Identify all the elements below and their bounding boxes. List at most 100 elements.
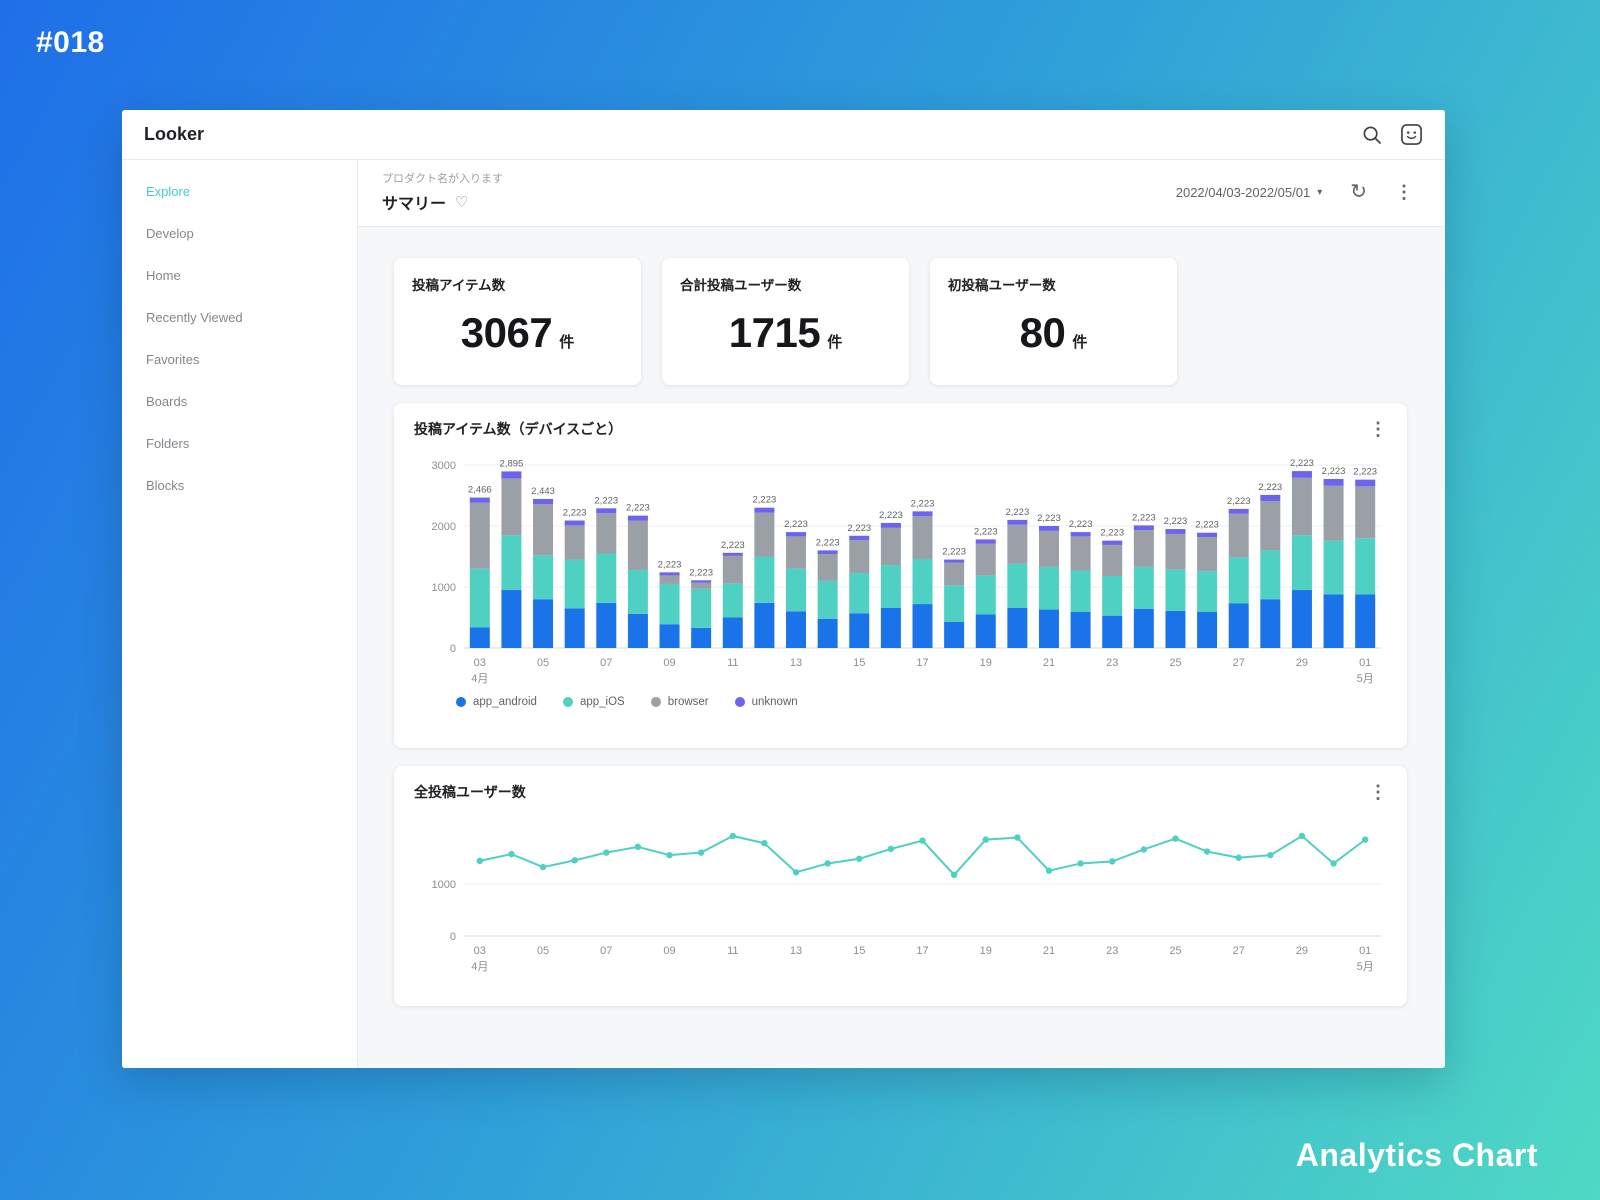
smiley-icon[interactable] [1400, 123, 1423, 146]
svg-text:4月: 4月 [471, 673, 488, 685]
svg-text:09: 09 [663, 657, 675, 669]
svg-text:25: 25 [1169, 945, 1181, 957]
legend-item[interactable]: browser [650, 696, 709, 708]
kpi-row: 投稿アイテム数 3067 件 合計投稿ユーザー数 1715 件 [394, 258, 1407, 385]
svg-text:2,223: 2,223 [1037, 513, 1061, 524]
dashboard-title-block: プロダクト名が入ります サマリー ♡ [382, 170, 503, 214]
legend-label: browser [667, 696, 709, 708]
svg-text:27: 27 [1233, 657, 1245, 669]
svg-text:2,223: 2,223 [689, 567, 713, 578]
svg-text:03: 03 [474, 657, 486, 669]
svg-text:2,895: 2,895 [500, 458, 524, 469]
svg-text:2,223: 2,223 [911, 498, 935, 509]
svg-text:2,223: 2,223 [816, 537, 840, 548]
bar-chart-legend: app_android app_iOS browser unknown [456, 696, 1387, 708]
svg-text:19: 19 [980, 945, 992, 957]
bar-chart-card: 投稿アイテム数（デバイスごと） ⋮ 0 1000 2000 3000 2,466 2,89… [394, 403, 1407, 748]
svg-text:13: 13 [790, 657, 802, 669]
kpi-value: 3067 [460, 309, 553, 356]
svg-text:2,223: 2,223 [721, 540, 745, 551]
svg-text:05: 05 [537, 945, 549, 957]
kpi-unit: 件 [559, 334, 575, 351]
kpi-value: 1715 [728, 309, 821, 356]
legend-label: app_iOS [579, 696, 625, 708]
svg-text:29: 29 [1296, 945, 1308, 957]
legend-item[interactable]: app_iOS [562, 696, 625, 708]
svg-text:2,223: 2,223 [626, 503, 650, 514]
favorite-heart-icon[interactable]: ♡ [455, 194, 469, 211]
svg-text:2,223: 2,223 [974, 526, 998, 537]
svg-text:17: 17 [916, 945, 928, 957]
app-window: Looker Explore Develop Home Recently Vie… [122, 110, 1445, 1068]
sidebar-item-boards[interactable]: Boards [146, 393, 188, 409]
sidebar-item-develop[interactable]: Develop [146, 225, 194, 241]
svg-text:2,223: 2,223 [1132, 512, 1156, 523]
svg-text:21: 21 [1043, 945, 1055, 957]
dashboard-kebab-icon[interactable]: ⋮ [1395, 182, 1413, 202]
sidebar-item-folders[interactable]: Folders [146, 435, 190, 451]
legend-dot [734, 697, 745, 707]
date-range-filter[interactable]: 2022/04/03-2022/05/01 ▾ [1176, 185, 1323, 200]
svg-text:2,223: 2,223 [594, 495, 618, 506]
svg-text:0: 0 [450, 931, 456, 943]
svg-text:2000: 2000 [432, 521, 456, 533]
svg-text:23: 23 [1106, 945, 1118, 957]
svg-text:2,223: 2,223 [658, 559, 682, 570]
main-area: プロダクト名が入ります サマリー ♡ 2022/04/03-2022/05/01… [358, 160, 1445, 1068]
dashboard-header: プロダクト名が入ります サマリー ♡ 2022/04/03-2022/05/01… [358, 160, 1445, 227]
svg-text:11: 11 [727, 657, 738, 669]
svg-text:07: 07 [600, 945, 612, 957]
svg-text:5月: 5月 [1357, 673, 1374, 685]
svg-text:2,443: 2,443 [531, 486, 555, 497]
screenshot-number: #018 [36, 26, 105, 59]
svg-text:2,223: 2,223 [1290, 458, 1314, 469]
svg-text:05: 05 [537, 657, 549, 669]
legend-dot [456, 697, 466, 707]
svg-text:2,223: 2,223 [1353, 467, 1377, 478]
line-chart-kebab-icon[interactable]: ⋮ [1369, 782, 1387, 802]
svg-text:01: 01 [1359, 657, 1371, 669]
legend-item[interactable]: unknown [734, 696, 798, 708]
sidebar-item-explore[interactable]: Explore [146, 183, 191, 199]
caption: Analytics Chart [1295, 1137, 1538, 1173]
product-label: プロダクト名が入ります [382, 173, 503, 185]
svg-text:2,223: 2,223 [1005, 507, 1029, 518]
app-header: Looker [122, 110, 1445, 160]
legend-label: app_android [473, 696, 537, 708]
sidebar-item-home[interactable]: Home [146, 267, 181, 283]
svg-text:2,223: 2,223 [1322, 466, 1346, 477]
svg-text:2,223: 2,223 [942, 547, 966, 558]
kpi-title: 初投稿ユーザー数 [948, 278, 1056, 293]
sidebar-item-favorites[interactable]: Favorites [146, 351, 200, 367]
svg-text:2,223: 2,223 [784, 519, 808, 530]
svg-text:03: 03 [474, 945, 486, 957]
svg-text:23: 23 [1106, 657, 1118, 669]
app-title: Looker [144, 124, 205, 144]
svg-text:15: 15 [853, 945, 865, 957]
svg-text:2,223: 2,223 [1227, 496, 1251, 507]
kpi-title: 投稿アイテム数 [412, 278, 506, 293]
bar-chart-kebab-icon[interactable]: ⋮ [1369, 419, 1387, 439]
svg-text:2,466: 2,466 [468, 485, 492, 496]
kpi-unit: 件 [1072, 334, 1088, 351]
header-icons [1362, 123, 1423, 146]
svg-text:11: 11 [727, 945, 738, 957]
svg-text:4月: 4月 [471, 961, 488, 973]
kpi-card-posted-items: 投稿アイテム数 3067 件 [394, 258, 641, 385]
kpi-card-total-posting-users: 合計投稿ユーザー数 1715 件 [662, 258, 909, 385]
svg-text:13: 13 [790, 945, 802, 957]
sidebar-item-blocks[interactable]: Blocks [146, 477, 185, 493]
svg-text:15: 15 [853, 657, 865, 669]
legend-dot [650, 697, 661, 707]
legend-item[interactable]: app_android [456, 696, 537, 708]
kpi-unit: 件 [827, 334, 843, 351]
sidebar-item-recently-viewed[interactable]: Recently Viewed [146, 309, 243, 325]
bar-chart-title: 投稿アイテム数（デバイスごと） [414, 421, 623, 437]
chevron-down-icon: ▾ [1317, 186, 1323, 198]
refresh-icon[interactable]: ↻ [1350, 181, 1367, 203]
search-icon[interactable] [1362, 125, 1382, 145]
line-chart-title: 全投稿ユーザー数 [414, 784, 526, 800]
legend-dot [562, 697, 573, 707]
dashboard-content: 投稿アイテム数 3067 件 合計投稿ユーザー数 1715 件 [358, 227, 1445, 1068]
page-title: サマリー [382, 196, 447, 213]
